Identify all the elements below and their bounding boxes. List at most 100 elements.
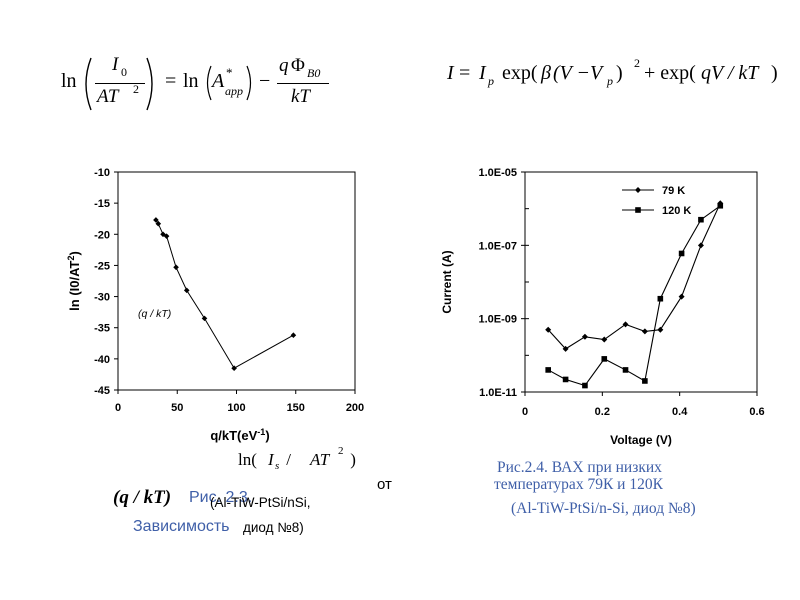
- data-point-1: [581, 333, 588, 340]
- data-point-1: [697, 242, 704, 249]
- eq2-qVkT: qV / kT: [701, 62, 759, 84]
- x-tick-label: 0.2: [595, 406, 610, 418]
- x-tick-label: 100: [227, 402, 245, 414]
- overlay-ln: ln(: [238, 450, 257, 469]
- data-point-2: [545, 367, 551, 373]
- x-tick-label: 200: [346, 402, 364, 414]
- data-point-2: [582, 382, 588, 389]
- eq2-paren: (V −V: [553, 62, 603, 84]
- data-point-1: [562, 345, 569, 352]
- caption-fig-2-4-line1: Рис.2.4. ВАХ при низких: [497, 459, 662, 476]
- eq1-Phi-sub: B0: [307, 66, 321, 80]
- data-point: [201, 315, 208, 322]
- y-tick-label: -15: [94, 198, 110, 210]
- data-point-2: [562, 376, 569, 383]
- equation-current: I = I p exp( β (V −V p ) 2 + exp( qV / k…: [447, 56, 787, 92]
- eq2-Vp-sub: p: [607, 74, 613, 88]
- x-tick-label: 0.6: [749, 406, 764, 418]
- eq2-end: ): [771, 62, 778, 84]
- eq1-Phi: Φ: [291, 55, 305, 76]
- eq2-Ip: I: [479, 62, 486, 84]
- caption-qkt: (q / kT): [113, 487, 172, 508]
- eq1-num-I: I: [112, 54, 119, 75]
- richardson-plot: -10 -15 -20 -25 -30 -35 -40 -45 0 50 100 150 200 q/kT…: [66, 167, 364, 443]
- y-tick-label: -10: [94, 167, 110, 179]
- eq1-num-sub: 0: [121, 65, 127, 79]
- legend-marker-1: [635, 187, 641, 193]
- plot-frame: [117, 171, 356, 391]
- eq1-fraction-bar-2: [277, 83, 329, 84]
- eq1-den-sup: 2: [133, 82, 139, 96]
- overlay-slash: /: [282, 450, 296, 469]
- y-axis-label: Current (A): [440, 250, 454, 313]
- eq1-ln: ln: [61, 70, 77, 92]
- x-tick-label: 0: [522, 406, 528, 418]
- legend-marker-2: [635, 207, 641, 213]
- legend-label-1: 79 K: [662, 185, 685, 197]
- overlay-formula: ln( I s / AT 2 ): [238, 445, 398, 474]
- eq1-kT: kT: [291, 86, 310, 107]
- y-tick-label: -20: [94, 229, 110, 241]
- series-line-2: [547, 205, 721, 387]
- equation-richardson: ln I 0 AT 2 = ln A * app − q Φ B0 kT: [55, 52, 355, 114]
- data-point-2: [678, 250, 685, 257]
- eq2-exp1: exp(: [502, 62, 538, 84]
- eq1-ln2: ln: [183, 70, 199, 92]
- caption-fig-2-4-line3: (Al-TiW-PtSi/n-Si, диод №8): [511, 500, 696, 517]
- annotation-qkt: (q / kT): [138, 308, 171, 320]
- data-point: [173, 264, 179, 271]
- y-axis-label: ln (I0/AT2): [66, 251, 82, 311]
- overlay-AT: AT: [310, 450, 330, 469]
- data-point-2: [622, 367, 629, 373]
- caption-material: (Al-TiW-PtSi/nSi,: [210, 495, 311, 510]
- eq1-fraction-bar-1: [95, 83, 145, 84]
- caption-fig-2-4-line2: температурах 79К и 120К: [494, 476, 663, 493]
- x-tick-label: 0.4: [672, 406, 688, 418]
- x-tick-label: 50: [171, 402, 183, 414]
- data-point-2: [657, 295, 664, 302]
- caption-zavisimost: Зависимость: [133, 518, 230, 535]
- y-tick-label: -45: [94, 385, 110, 397]
- caption-diode: диод №8): [243, 520, 304, 535]
- eq1-paren2-left: [206, 65, 212, 101]
- series-line: [155, 219, 294, 369]
- data-point-1: [678, 293, 685, 300]
- data-point: [231, 365, 237, 371]
- overlay-I-sub: s: [275, 460, 280, 472]
- overlay-sup: 2: [338, 445, 344, 457]
- eq2-plus-exp: + exp(: [644, 62, 696, 84]
- y-tick-label: -25: [94, 260, 110, 272]
- eq1-q: q: [279, 55, 289, 76]
- data-point-1: [622, 321, 629, 328]
- iv-curve-plot: 1.0E-05 1.0E-07 1.0E-09 1.0E-11 0 0.2 0.4 0.6 Vo…: [440, 167, 765, 447]
- data-point: [160, 231, 166, 238]
- caption-ris-2-3: Рис. 2.3.: [189, 489, 253, 506]
- data-point-1: [657, 326, 664, 333]
- legend-label-2: 120 K: [662, 205, 691, 217]
- eq2-sup2: 2: [634, 56, 640, 70]
- y-tick-label: 1.0E-09: [478, 314, 517, 326]
- eq1-paren-right: [146, 57, 153, 111]
- x-axis-label: Voltage (V): [610, 433, 672, 447]
- eq2-I: I: [447, 62, 454, 84]
- y-tick-label: 1.0E-07: [478, 240, 517, 252]
- data-point: [155, 220, 162, 227]
- y-tick-label: -40: [94, 354, 110, 366]
- data-point-1: [641, 328, 648, 335]
- data-point: [183, 287, 190, 294]
- data-point: [290, 332, 297, 338]
- y-tick-label: 1.0E-11: [479, 387, 517, 399]
- eq1-A-sup: *: [226, 65, 233, 80]
- eq1-paren-left: [85, 57, 92, 111]
- data-point-2: [601, 356, 608, 362]
- y-tick-label: 1.0E-05: [478, 167, 517, 179]
- y-tick-label: -30: [94, 292, 110, 304]
- overlay-close: ): [346, 450, 356, 469]
- eq1-den-AT: AT: [97, 86, 119, 107]
- eq1-minus: −: [259, 70, 271, 92]
- y-tick-label: -35: [94, 323, 110, 335]
- eq1-equals: =: [165, 70, 177, 92]
- x-axis-label: q/kT(eV-1): [210, 427, 269, 443]
- eq1-paren2-right: [246, 65, 252, 101]
- eq2-beta: β: [541, 62, 551, 84]
